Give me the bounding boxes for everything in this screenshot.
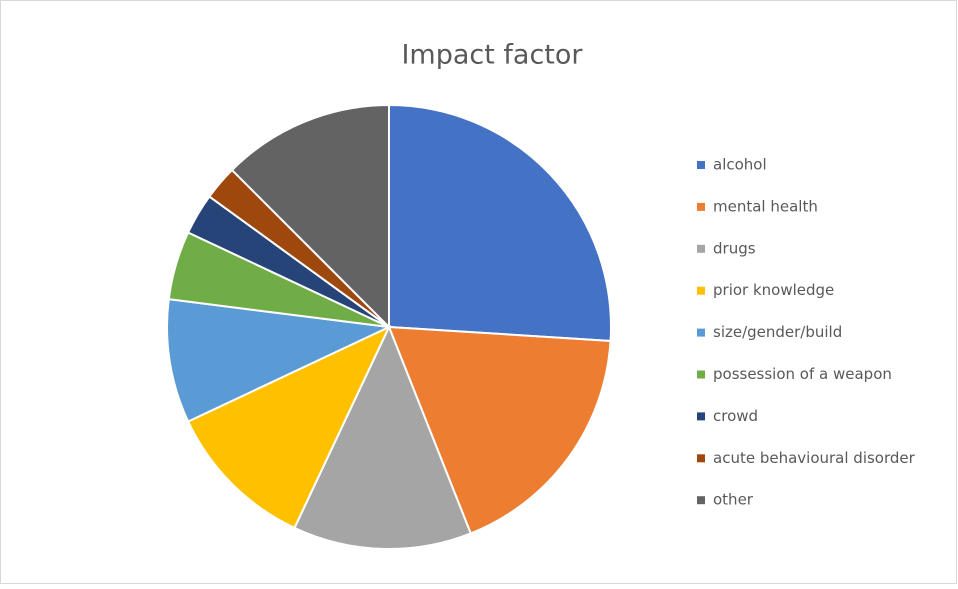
legend-label: acute behavioural disorder — [713, 449, 916, 467]
legend-swatch — [697, 412, 705, 421]
legend-swatch — [697, 370, 705, 379]
pie-slice — [387, 325, 612, 535]
legend-label: alcohol — [713, 156, 767, 174]
legend-label: drugs — [713, 239, 756, 257]
pie-slice — [388, 103, 612, 342]
legend-label: prior knowledge — [713, 281, 834, 299]
legend-swatch — [697, 286, 705, 295]
legend-label: other — [713, 491, 754, 509]
legend-swatch — [697, 454, 705, 463]
legend-swatch — [697, 161, 705, 169]
legend-label: size/gender/build — [713, 323, 842, 341]
legend-swatch — [697, 244, 705, 253]
pie-slice — [186, 324, 392, 530]
pie-slice — [293, 324, 473, 550]
pie-slice — [230, 103, 390, 330]
pie-slice — [166, 298, 393, 423]
legend-swatch — [697, 202, 705, 211]
legend-label: mental health — [713, 197, 818, 215]
chart-title: Impact factor — [401, 40, 583, 71]
legend-label: possession of a weapon — [713, 365, 892, 383]
legend-swatch — [697, 496, 705, 505]
legend-swatch — [697, 328, 705, 337]
legend-label: crowd — [713, 407, 758, 425]
